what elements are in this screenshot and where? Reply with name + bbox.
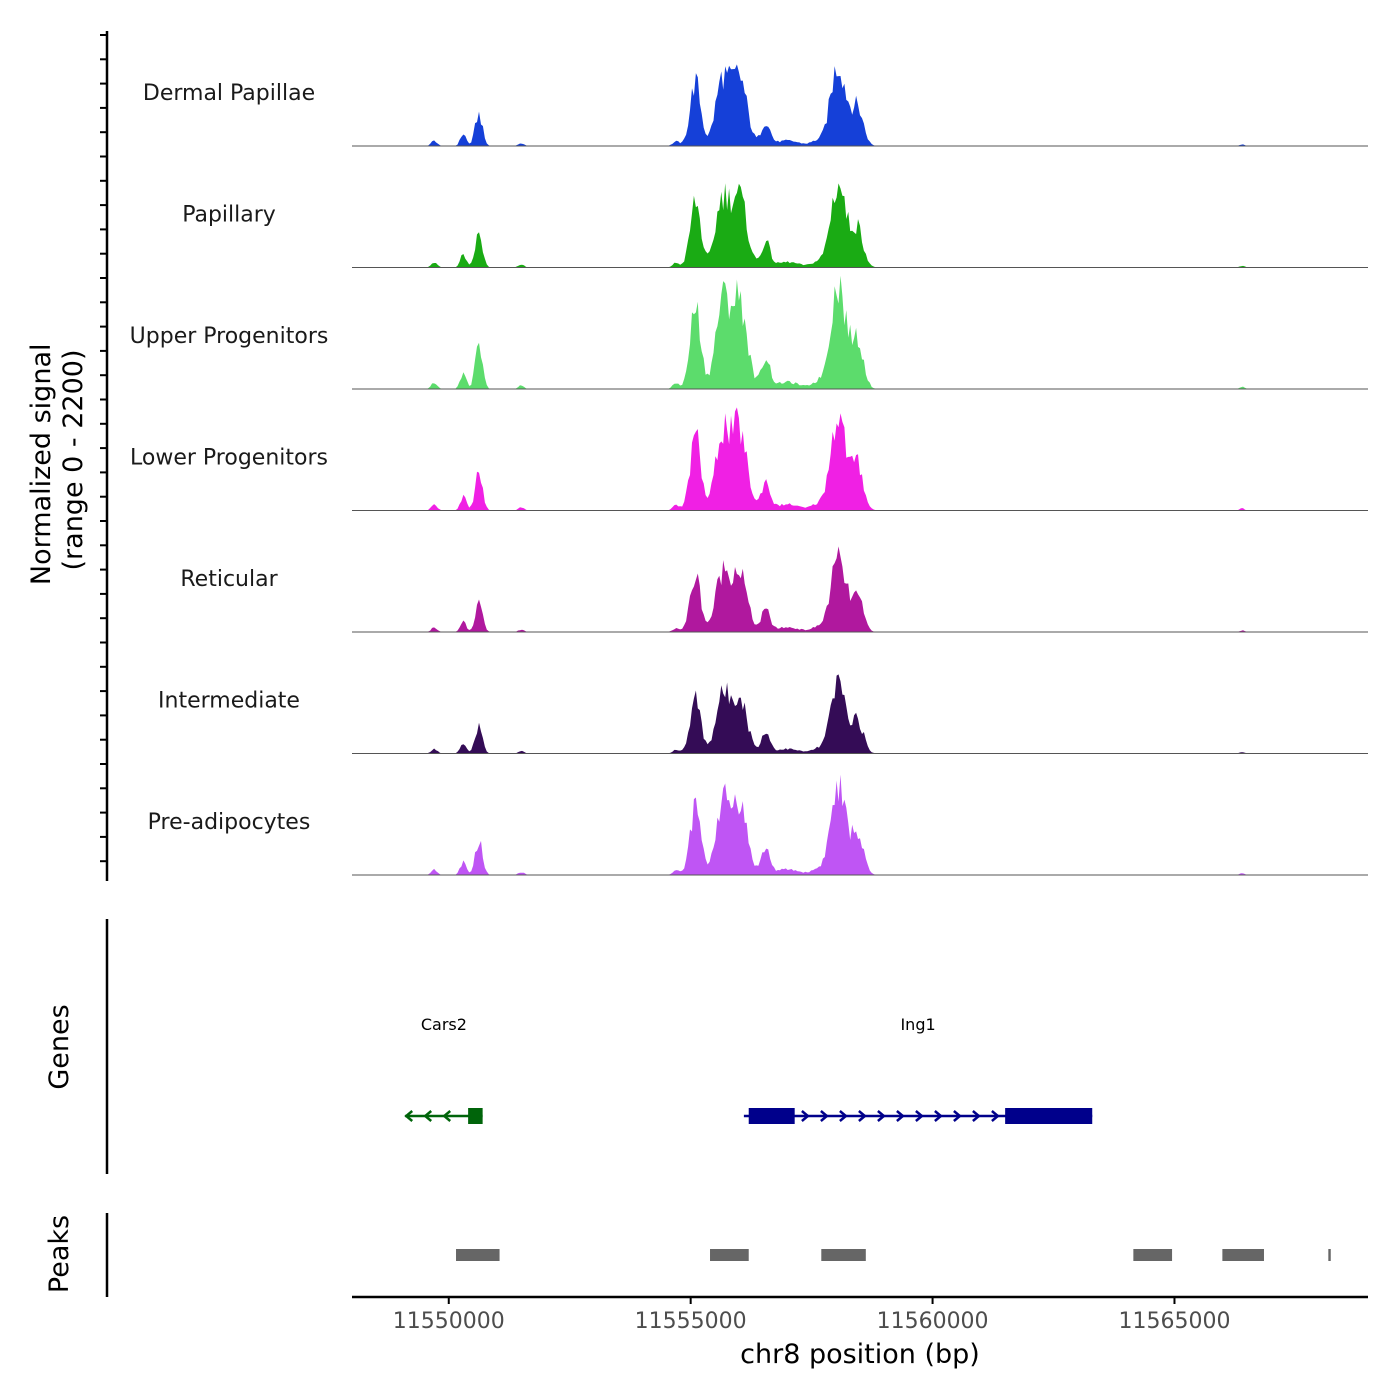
gene-exon-ing1-1 [1005, 1108, 1093, 1124]
signal-area-6 [352, 774, 1368, 875]
gene-exon-cars2-0 [468, 1108, 483, 1124]
signal-area-3 [352, 407, 1368, 511]
signal-area-0 [352, 64, 1368, 146]
x-axis-title: chr8 position (bp) [740, 1339, 980, 1370]
x-tick-label-1: 11555000 [635, 1309, 747, 1334]
gene-strand-arrow [877, 1110, 886, 1122]
x-tick-label-2: 11560000 [877, 1309, 989, 1334]
gene-strand-arrow [801, 1110, 810, 1122]
gene-exon-ing1-0 [748, 1108, 795, 1124]
signal-y-axis-title: Normalized signal (range 0 - 2200) [26, 335, 89, 585]
peaks-y-axis-title: Peaks [44, 1215, 75, 1293]
signal-area-1 [352, 183, 1368, 268]
signal-y-axis-title-line2: (range 0 - 2200) [58, 350, 89, 571]
track-label-6: Pre-adipocytes [148, 810, 311, 835]
signal-y-axis-title-line1: Normalized signal [26, 344, 57, 586]
signal-area-4 [352, 546, 1368, 632]
gene-strand-arrow [972, 1110, 981, 1122]
track-label-1: Papillary [182, 203, 276, 228]
x-tick-label-3: 11565000 [1118, 1309, 1230, 1334]
peak-5 [1328, 1249, 1331, 1261]
gene-strand-arrow [442, 1110, 452, 1122]
track-label-4: Reticular [180, 567, 278, 592]
gene-strand-arrow [991, 1110, 1000, 1122]
genes-track: Cars2 Ing1 [404, 1015, 1093, 1124]
gene-strand-arrow [404, 1110, 414, 1122]
gene-strand-arrow [915, 1110, 924, 1122]
peak-1 [710, 1249, 749, 1261]
signal-y-axis [100, 31, 109, 881]
gene-strand-arrow [858, 1110, 867, 1122]
gene-strand-arrow [953, 1110, 962, 1122]
signal-area-2 [352, 275, 1368, 389]
signal-area-5 [352, 674, 1368, 754]
x-tick-label-0: 11550000 [393, 1309, 505, 1334]
x-axis: 11550000 11555000 11560000 11565000 [352, 1295, 1368, 1334]
gene-strand-arrow [820, 1110, 829, 1122]
track-label-2: Upper Progenitors [130, 324, 329, 349]
gene-label-cars2: Cars2 [421, 1015, 467, 1034]
track-label-0: Dermal Papillae [143, 81, 315, 106]
peak-0 [456, 1249, 500, 1261]
peaks-track [456, 1249, 1331, 1261]
gene-strand-arrow [839, 1110, 848, 1122]
peak-2 [821, 1249, 866, 1261]
peak-3 [1133, 1249, 1173, 1261]
peak-4 [1222, 1249, 1264, 1261]
gene-strand-arrow [423, 1110, 433, 1122]
signal-tracks: Dermal Papillae Papillary Upper Progenitor… [130, 64, 1368, 876]
gene-label-ing1: Ing1 [900, 1015, 935, 1034]
gene-strand-arrow [896, 1110, 905, 1122]
genes-y-axis-title: Genes [44, 1004, 75, 1089]
track-label-5: Intermediate [158, 689, 300, 714]
gene-strand-arrow [934, 1110, 943, 1122]
track-label-3: Lower Progenitors [130, 446, 328, 471]
